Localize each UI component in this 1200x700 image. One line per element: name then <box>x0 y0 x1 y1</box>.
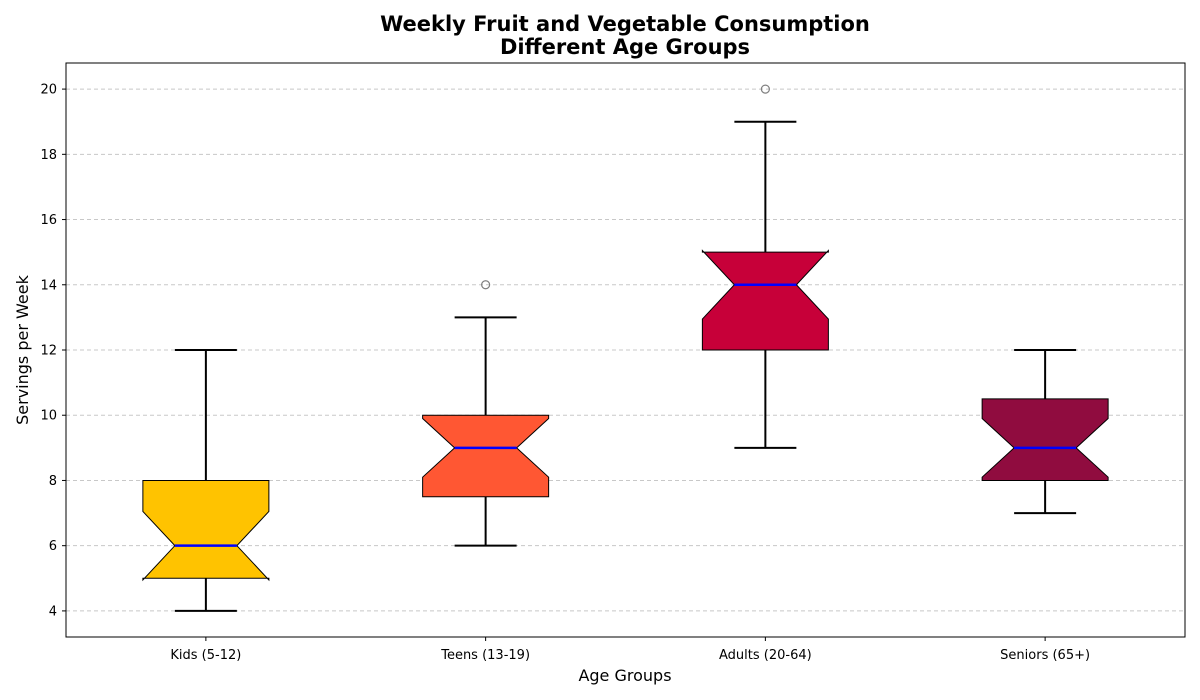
box-group <box>422 280 550 547</box>
y-tick-label: 10 <box>40 409 57 424</box>
box-group <box>701 84 829 449</box>
chart-title-line-2: Different Age Groups <box>500 35 750 59</box>
outlier-point <box>481 280 491 290</box>
y-tick-label: 6 <box>49 539 57 554</box>
box-body <box>142 479 270 582</box>
x-tick-label: Kids (5-12) <box>170 648 241 663</box>
box-body <box>701 249 829 351</box>
y-axis-label: Servings per Week <box>13 274 32 424</box>
y-tick-label: 12 <box>40 344 57 359</box>
box-group <box>981 349 1109 515</box>
x-tick-label: Seniors (65+) <box>1000 648 1090 663</box>
x-axis-ticks: Kids (5-12) Teens (13-19) Adults (20-64) Se… <box>170 637 1090 663</box>
outlier-point <box>760 84 770 94</box>
y-tick-label: 14 <box>40 278 57 293</box>
y-axis-ticks: 4 6 8 10 12 14 16 18 20 <box>40 83 66 619</box>
y-tick-label: 18 <box>40 148 57 163</box>
box-group <box>142 349 270 612</box>
y-tick-label: 16 <box>40 213 57 228</box>
x-tick-label: Teens (13-19) <box>440 648 530 663</box>
x-tick-label: Adults (20-64) <box>719 648 812 663</box>
box-body <box>981 398 1109 481</box>
plot-frame <box>65 62 1186 638</box>
box-series <box>142 84 1109 612</box>
y-tick-label: 20 <box>40 83 57 98</box>
x-axis-label: Age Groups <box>578 666 671 685</box>
box-body <box>422 414 550 498</box>
y-tick-label: 4 <box>49 604 57 619</box>
y-tick-label: 8 <box>49 474 57 489</box>
chart-title-line-1: Weekly Fruit and Vegetable Consumption <box>380 12 870 36</box>
